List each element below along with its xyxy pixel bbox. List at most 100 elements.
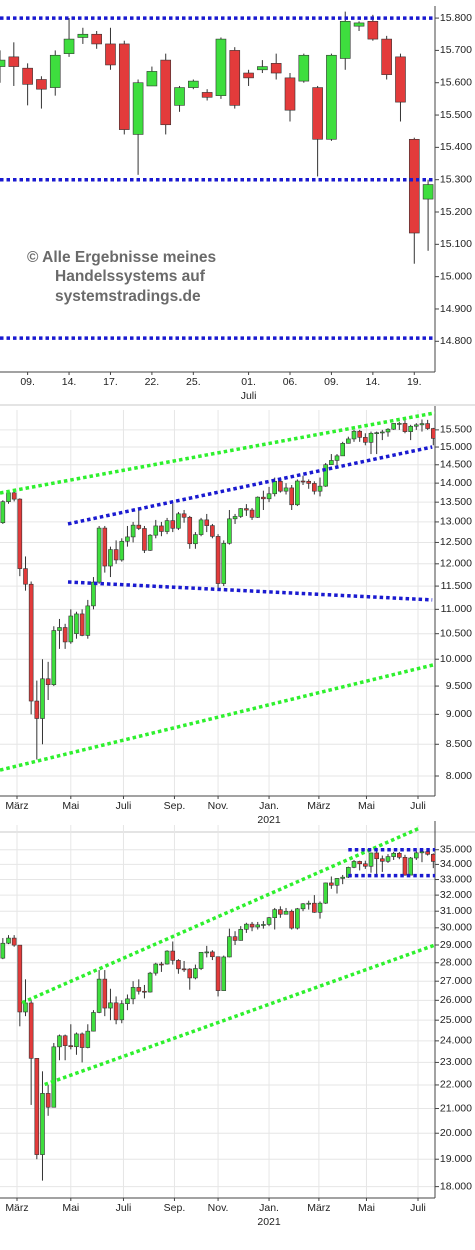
- y-tick-label: 15.500: [440, 109, 472, 121]
- candle-body: [351, 430, 357, 440]
- candle-body: [62, 1035, 68, 1046]
- candle-body: [132, 82, 144, 135]
- candle-body: [284, 77, 296, 111]
- watermark: © Alle Ergebnisse meines: [27, 249, 216, 266]
- y-tick-label: 14.500: [440, 459, 472, 471]
- candle-body: [108, 1002, 113, 1009]
- candle-body: [295, 908, 300, 929]
- x-tick-label: März: [5, 1202, 28, 1214]
- candle-body: [402, 423, 408, 432]
- x-tick-label: Juli: [116, 800, 132, 812]
- y-tick-label: 15.300: [440, 173, 472, 185]
- candle-body: [102, 527, 108, 567]
- y-tick-label: 15.000: [440, 270, 472, 282]
- candle-body: [153, 525, 159, 536]
- candle-body: [68, 1045, 74, 1048]
- candle-body: [340, 443, 345, 457]
- y-tick-label: 19.000: [440, 1153, 472, 1165]
- candle-body: [346, 438, 351, 444]
- candle-body: [257, 66, 268, 71]
- candle-body: [91, 33, 102, 45]
- watermark: systemstradings.de: [55, 288, 201, 305]
- candle-body: [357, 430, 362, 438]
- candle-body: [408, 138, 420, 234]
- candle-body: [283, 910, 289, 915]
- candle-body: [0, 942, 6, 959]
- x-tick-label: 17.: [103, 376, 118, 388]
- candle-body: [215, 38, 227, 96]
- y-tick-label: 15.600: [440, 77, 472, 89]
- candle-body: [23, 568, 28, 585]
- candle-body: [45, 1093, 51, 1108]
- candle-body: [160, 59, 172, 126]
- y-tick-label: 25.000: [440, 1014, 472, 1026]
- x-tick-label: März: [5, 800, 28, 812]
- x-tick-label: Nov.: [208, 800, 229, 812]
- y-tick-label: 28.000: [440, 957, 472, 969]
- candle-body: [261, 924, 266, 926]
- candle-body: [215, 956, 221, 991]
- y-tick-label: 15.200: [440, 206, 472, 218]
- candle-body: [306, 480, 311, 484]
- y-tick-label: 15.000: [440, 441, 472, 453]
- candle-body: [136, 524, 142, 529]
- candle-body: [357, 861, 362, 865]
- candle-body: [363, 437, 368, 443]
- candle-body: [125, 536, 130, 542]
- candle-body: [210, 525, 215, 537]
- candle-body: [329, 460, 334, 466]
- candle-body: [374, 432, 379, 434]
- x-tick-label: 06.: [283, 376, 298, 388]
- candle-body: [272, 909, 278, 918]
- candle-body: [34, 700, 40, 719]
- candle-body: [201, 92, 213, 98]
- candle-body: [136, 987, 142, 992]
- y-tick-label: 15.400: [440, 141, 472, 153]
- candle-body: [229, 50, 241, 106]
- candle-body: [188, 80, 199, 88]
- candle-body: [85, 1030, 91, 1048]
- candle-body: [198, 519, 204, 535]
- y-tick-label: 8.000: [446, 770, 472, 782]
- candle-body: [283, 487, 289, 492]
- x-tick-label: 25.: [186, 376, 201, 388]
- candle-body: [181, 968, 187, 971]
- candle-body: [425, 423, 430, 429]
- y-tick-label: 15.500: [440, 424, 472, 436]
- y-tick-label: 15.100: [440, 238, 472, 250]
- candle-body: [353, 22, 365, 27]
- y-tick-label: 8.500: [446, 738, 472, 750]
- candle-body: [385, 856, 391, 862]
- watermark: Handelssystems auf: [55, 268, 206, 285]
- candle-body: [146, 71, 158, 87]
- candle-body: [187, 968, 193, 979]
- text-layer: © Alle Ergebnisse meines Handelssystems …: [5, 12, 472, 1228]
- candle-body: [170, 520, 176, 529]
- candle-body: [45, 678, 51, 685]
- candle-body: [23, 1002, 28, 1013]
- candle-body: [397, 423, 402, 425]
- x-sublabel: Juli: [241, 390, 257, 402]
- x-tick-label: Nov.: [208, 1202, 229, 1214]
- y-tick-label: 24.000: [440, 1035, 472, 1047]
- candle-body: [422, 184, 434, 200]
- candle-body: [408, 857, 413, 876]
- y-tick-label: 18.000: [440, 1180, 472, 1192]
- y-tick-label: 14.800: [440, 335, 472, 347]
- candle-body: [62, 627, 68, 643]
- x-tick-label: Mai: [358, 800, 375, 812]
- candle-body: [255, 496, 261, 518]
- trend-line: [0, 411, 435, 495]
- candle-body: [113, 549, 119, 561]
- candle-body: [181, 513, 187, 518]
- y-tick-label: 35.000: [440, 843, 472, 855]
- candle-body: [351, 861, 357, 868]
- candle-body: [295, 480, 300, 506]
- candle-body: [323, 464, 328, 487]
- plot-area: [0, 826, 435, 1181]
- candle-body: [79, 613, 85, 636]
- candle-body: [312, 902, 317, 913]
- candle-body: [238, 508, 244, 517]
- candle-body: [270, 63, 282, 74]
- candle-body: [334, 455, 340, 461]
